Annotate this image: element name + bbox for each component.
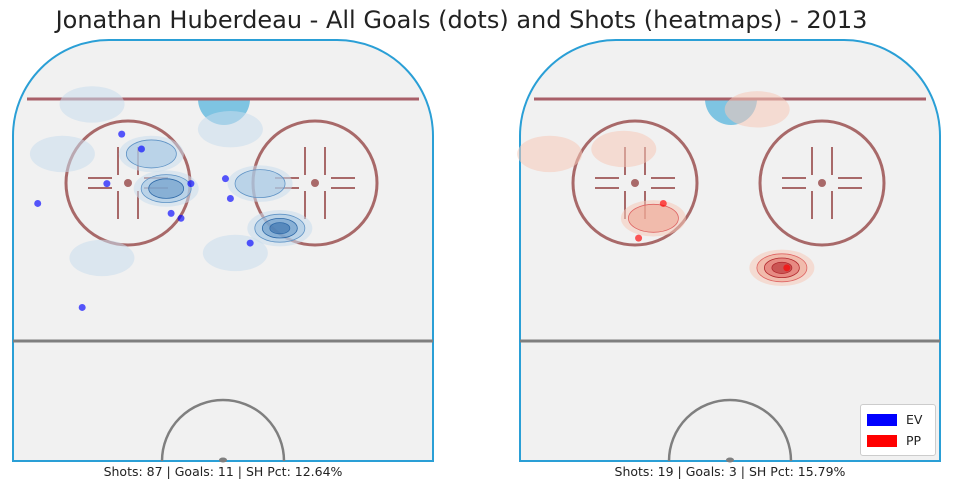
ev-stats-caption: Shots: 87 | Goals: 11 | SH Pct: 12.64% [103, 464, 343, 479]
heatmap-contour [29, 135, 95, 173]
heatmap-contour [517, 135, 583, 173]
faceoff-circle [758, 119, 886, 247]
heatmap-contour [125, 139, 177, 169]
faceoff-circle [571, 119, 699, 247]
heatmap-contour [148, 178, 185, 199]
faceoff-dot [631, 179, 639, 187]
center-faceoff-circle [667, 398, 793, 462]
goal-dot [167, 209, 175, 217]
heatmap-contour [69, 239, 135, 277]
heatmap-contour [628, 203, 679, 233]
goal-dot [635, 234, 643, 242]
faceoff-dot [818, 179, 826, 187]
legend-label-ev: EV [906, 412, 923, 427]
faceoff-dot [311, 179, 319, 187]
heatmap-contour [724, 91, 790, 128]
rink-panel-ev [12, 39, 434, 463]
legend-label-pp: PP [906, 433, 922, 448]
legend-item-ev: EV [867, 409, 929, 430]
goal-dot [246, 239, 254, 247]
pp-stats-caption: Shots: 19 | Goals: 3 | SH Pct: 15.79% [614, 464, 846, 479]
goal-dot [78, 303, 86, 311]
legend-swatch-pp [867, 434, 897, 447]
heatmap-contour [234, 169, 286, 199]
goal-dot [187, 180, 195, 188]
legend-swatch-ev [867, 413, 897, 426]
legend-item-pp: PP [867, 430, 929, 451]
heatmap-contour [269, 222, 291, 235]
center-faceoff-dot [219, 457, 227, 463]
goal-dot [783, 264, 791, 272]
goal-dot [659, 199, 667, 207]
center-faceoff-circle [160, 398, 286, 462]
goal-dot [177, 214, 185, 222]
heatmap-contour [591, 130, 657, 168]
goal-dot [221, 175, 229, 183]
heatmap-contour [202, 234, 268, 272]
center-faceoff-dot [726, 457, 734, 463]
legend: EV PP [860, 404, 936, 456]
goal-dot [137, 145, 145, 153]
heatmap-contour [59, 86, 125, 123]
chart-title: Jonathan Huberdeau - All Goals (dots) an… [55, 6, 868, 34]
goal-dot [226, 194, 234, 202]
faceoff-dot [124, 179, 132, 187]
heatmap-contour [197, 110, 263, 148]
goal-dot [118, 130, 126, 138]
goal-dot [34, 199, 42, 207]
goal-dot [103, 180, 111, 188]
rink-panel-pp [517, 39, 941, 463]
